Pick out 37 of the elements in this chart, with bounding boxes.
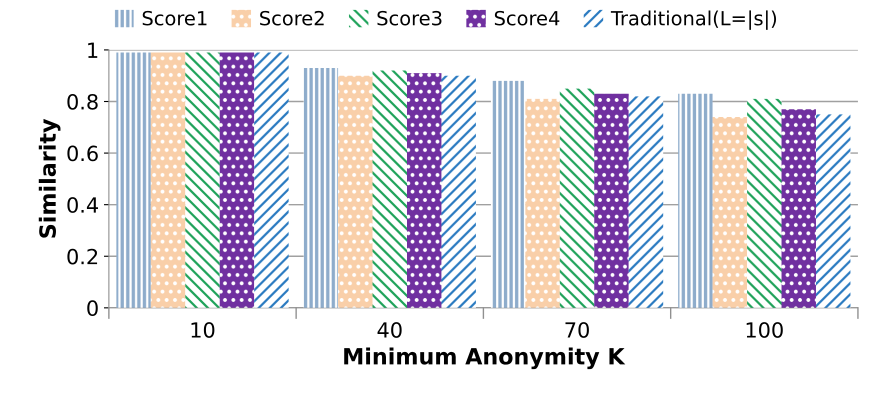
bar (490, 80, 526, 308)
y-tick-label: 0.4 (67, 197, 98, 213)
y-tick-label: 1 (88, 42, 98, 58)
bar (116, 52, 151, 308)
bar (525, 98, 560, 308)
legend-label: Score4 (494, 10, 560, 26)
y-tick-label: 0.8 (67, 94, 98, 110)
bar (254, 52, 289, 308)
bar (338, 76, 373, 308)
bar (560, 88, 594, 308)
bar (712, 116, 748, 308)
legend-label: Traditional(L=|s|) (610, 10, 776, 30)
bar (441, 76, 476, 308)
x-tick-label: 70 (565, 322, 589, 338)
bar (150, 52, 186, 308)
legend-label: Score1 (142, 10, 206, 26)
bar (594, 94, 629, 308)
bar (185, 52, 220, 308)
bar (304, 68, 338, 308)
x-axis-title: Minimum Anonymity K (344, 347, 626, 370)
bar (747, 98, 782, 308)
bar (816, 114, 850, 308)
legend-label: Score2 (260, 10, 324, 26)
x-tick-label: 40 (378, 322, 402, 338)
bar (678, 94, 713, 308)
x-tick-label: 10 (192, 322, 214, 338)
legend-label: Score3 (377, 10, 442, 26)
bar (782, 109, 816, 308)
y-tick-label: 0.6 (67, 146, 98, 162)
y-axis-title: Similarity (38, 118, 60, 238)
bar (372, 70, 407, 308)
bar (220, 52, 254, 308)
y-tick-label: 0 (87, 300, 98, 316)
x-tick-label: 100 (746, 322, 783, 338)
bar (407, 73, 442, 308)
y-tick-label: 0.2 (67, 248, 98, 264)
bar (628, 96, 664, 308)
